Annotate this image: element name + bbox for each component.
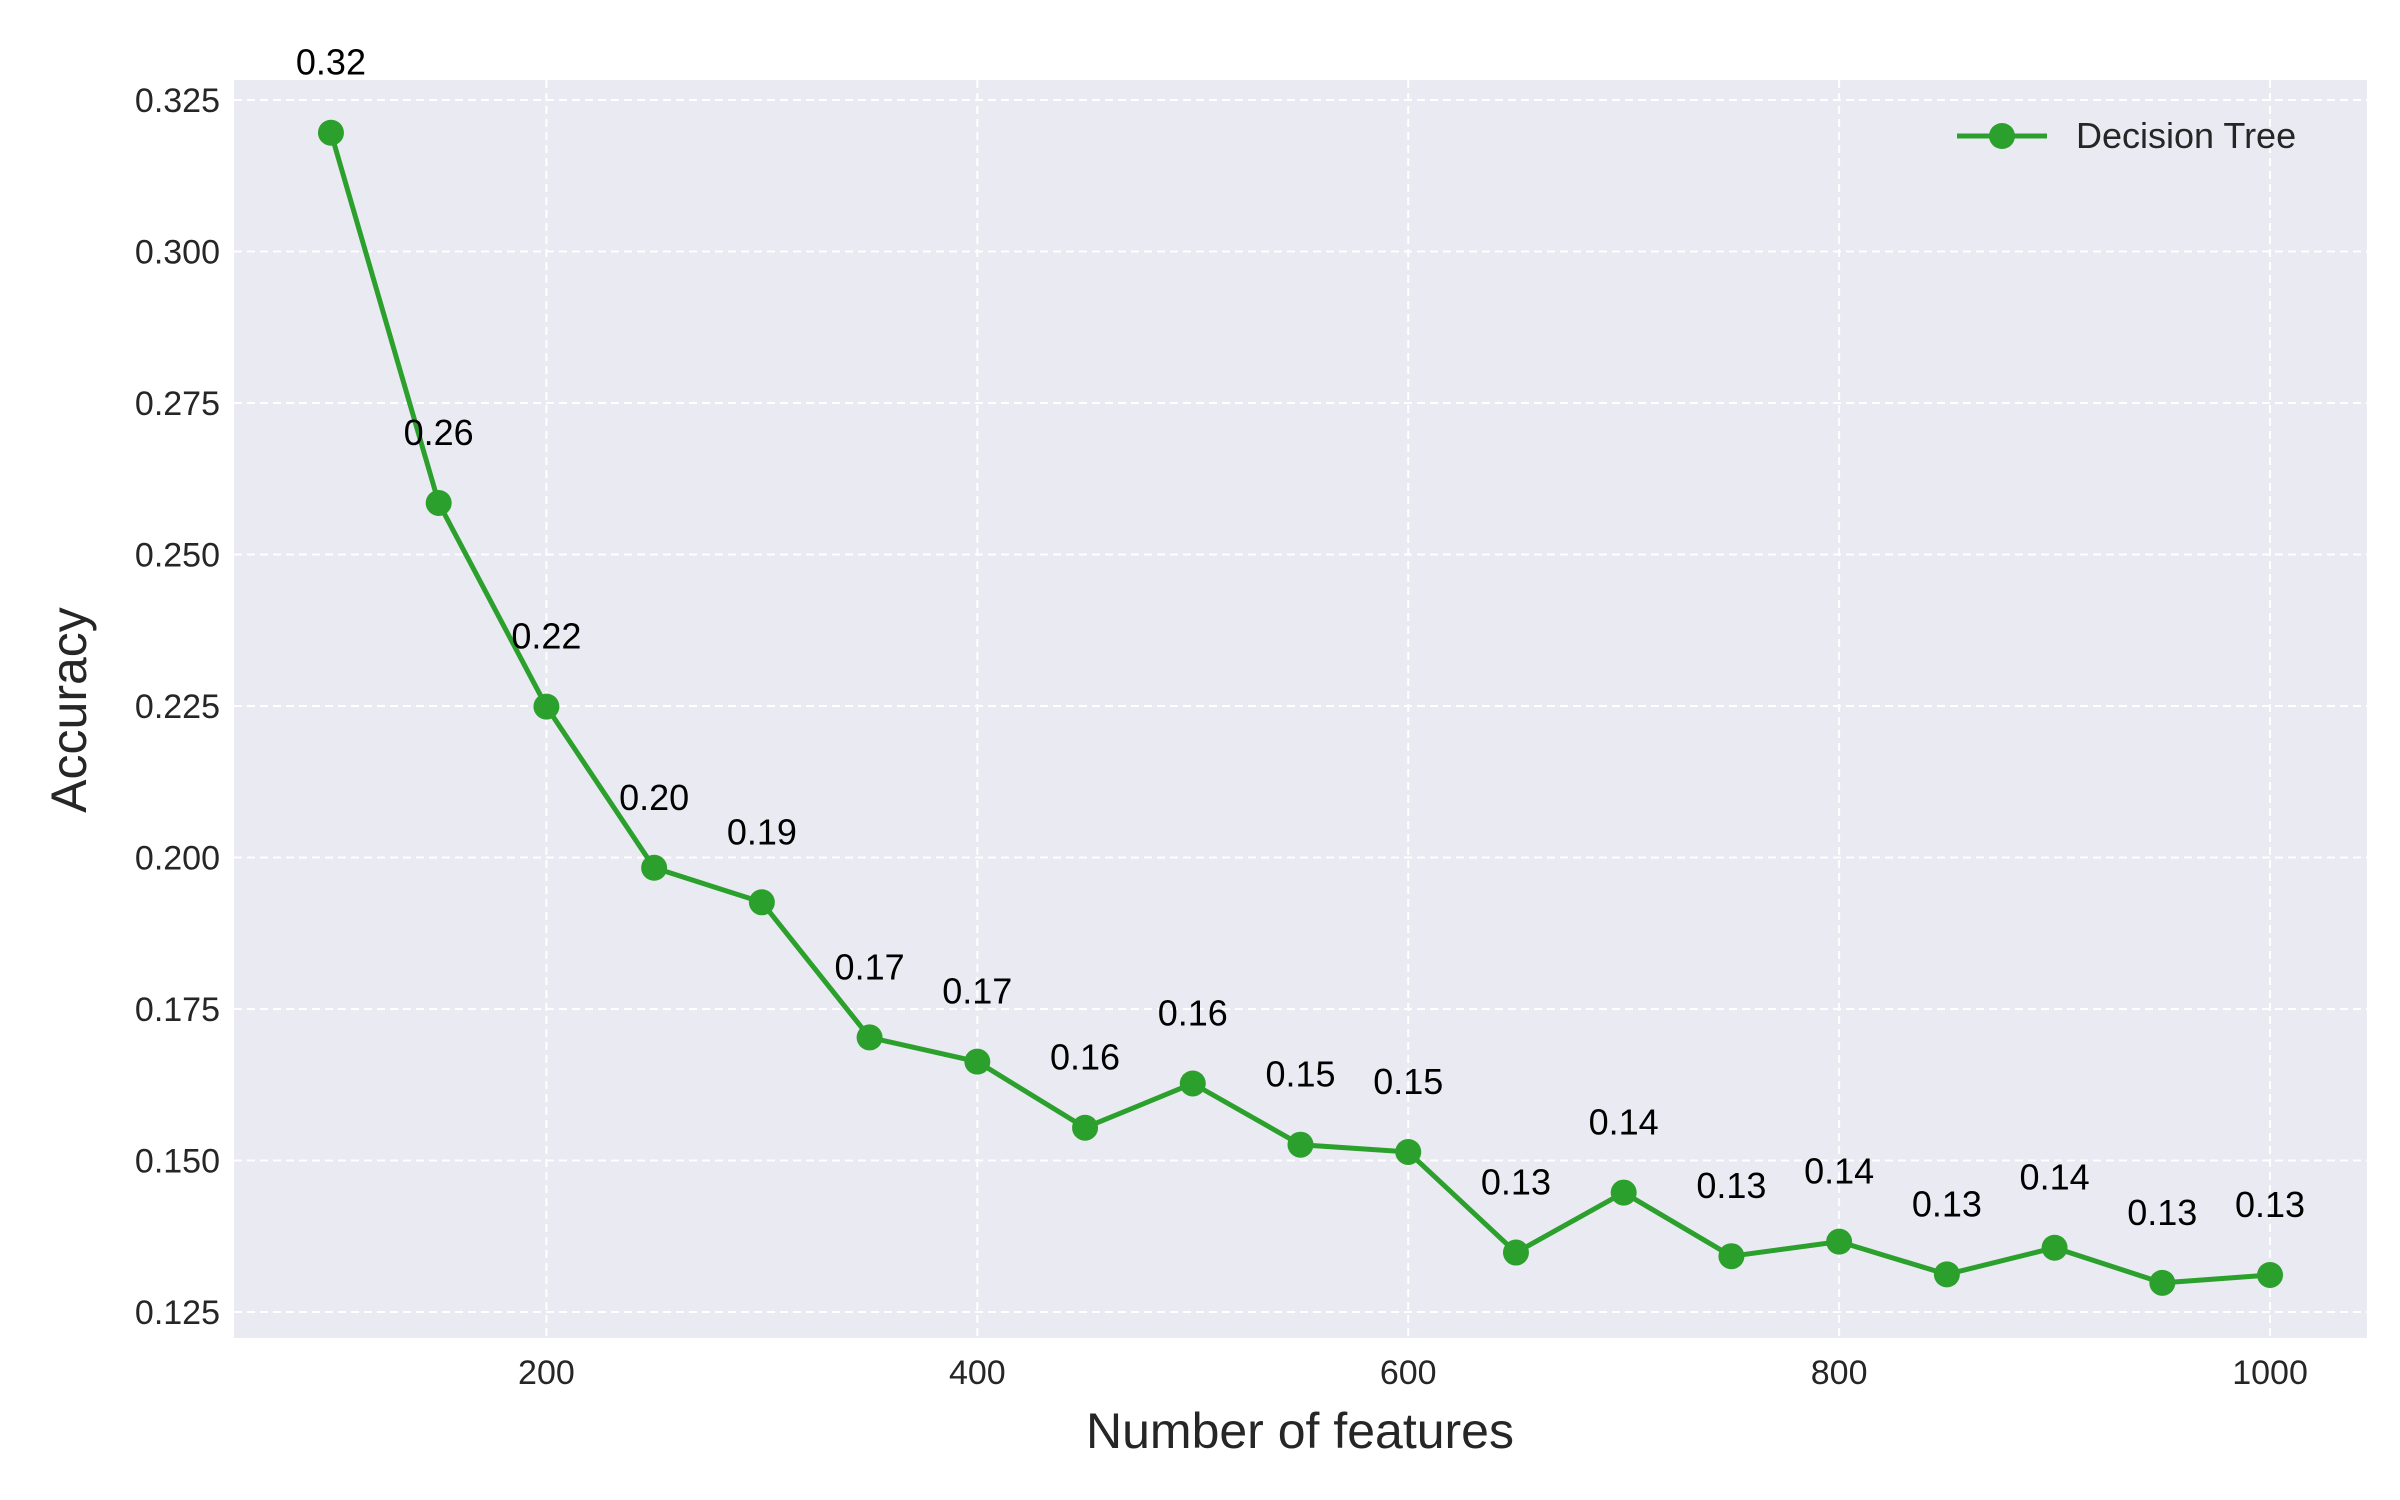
y-tick-label: 0.250 <box>135 536 220 574</box>
y-axis-ticks: 0.125 0.150 0.175 0.200 0.225 0.250 0.275 0.300… <box>135 82 220 1332</box>
plot-area <box>234 80 2367 1338</box>
legend-label: Decision Tree <box>2076 115 2296 156</box>
data-point <box>1395 1138 1422 1165</box>
data-point <box>1610 1179 1637 1206</box>
data-labels: 0.32 0.26 0.22 0.20 0.19 0.17 0.17 0.16 0.16 0.15… <box>296 42 2305 1233</box>
data-point <box>856 1024 883 1051</box>
data-label: 0.17 <box>835 946 905 987</box>
y-tick-label: 0.200 <box>135 839 220 877</box>
data-label: 0.20 <box>619 777 689 818</box>
data-label: 0.14 <box>2020 1157 2090 1198</box>
y-tick-label: 0.225 <box>135 688 220 726</box>
data-point <box>2149 1269 2176 1296</box>
y-axis-title: Accuracy <box>41 607 97 813</box>
grid-lines <box>234 80 2367 1338</box>
data-point <box>1502 1239 1529 1266</box>
data-point <box>641 854 668 881</box>
y-tick-label: 0.325 <box>135 82 220 120</box>
legend: Decision Tree <box>1957 115 2296 156</box>
data-point <box>1179 1070 1206 1097</box>
data-label: 0.13 <box>1481 1162 1551 1203</box>
data-point <box>1826 1228 1853 1255</box>
data-point <box>964 1048 991 1075</box>
data-label: 0.16 <box>1050 1037 1120 1078</box>
series-layer <box>317 119 2284 1296</box>
data-label: 0.22 <box>511 616 581 657</box>
x-tick-label: 1000 <box>2232 1354 2308 1392</box>
y-tick-label: 0.125 <box>135 1294 220 1332</box>
data-label: 0.13 <box>2235 1184 2305 1225</box>
legend-marker <box>1989 123 2015 149</box>
data-point <box>1933 1261 1960 1288</box>
data-point <box>317 119 344 146</box>
data-point <box>1718 1243 1745 1270</box>
data-label: 0.32 <box>296 42 366 83</box>
data-label: 0.15 <box>1373 1061 1443 1102</box>
y-tick-label: 0.150 <box>135 1142 220 1180</box>
data-label: 0.13 <box>2127 1192 2197 1233</box>
x-tick-label: 200 <box>518 1354 575 1392</box>
data-label: 0.26 <box>404 412 474 453</box>
data-label: 0.14 <box>1589 1102 1659 1143</box>
data-point <box>2041 1234 2068 1261</box>
data-point <box>748 889 775 916</box>
data-label: 0.19 <box>727 811 797 852</box>
data-point <box>1072 1114 1099 1141</box>
y-tick-label: 0.300 <box>135 233 220 271</box>
y-tick-label: 0.175 <box>135 991 220 1029</box>
data-label: 0.16 <box>1158 992 1228 1033</box>
data-label: 0.13 <box>1912 1183 1982 1224</box>
x-axis-title: Number of features <box>1086 1403 1514 1459</box>
data-point <box>533 693 560 720</box>
x-tick-label: 800 <box>1811 1354 1868 1392</box>
data-label: 0.13 <box>1696 1165 1766 1206</box>
x-tick-label: 400 <box>949 1354 1006 1392</box>
data-point <box>425 489 452 516</box>
data-label: 0.17 <box>942 971 1012 1012</box>
data-label: 0.14 <box>1804 1151 1874 1192</box>
x-axis-ticks: 200 400 600 800 1000 <box>518 1354 2308 1392</box>
data-point <box>1287 1131 1314 1158</box>
x-tick-label: 600 <box>1380 1354 1437 1392</box>
data-point <box>2257 1261 2284 1288</box>
y-tick-label: 0.275 <box>135 385 220 423</box>
data-label: 0.15 <box>1265 1054 1335 1095</box>
